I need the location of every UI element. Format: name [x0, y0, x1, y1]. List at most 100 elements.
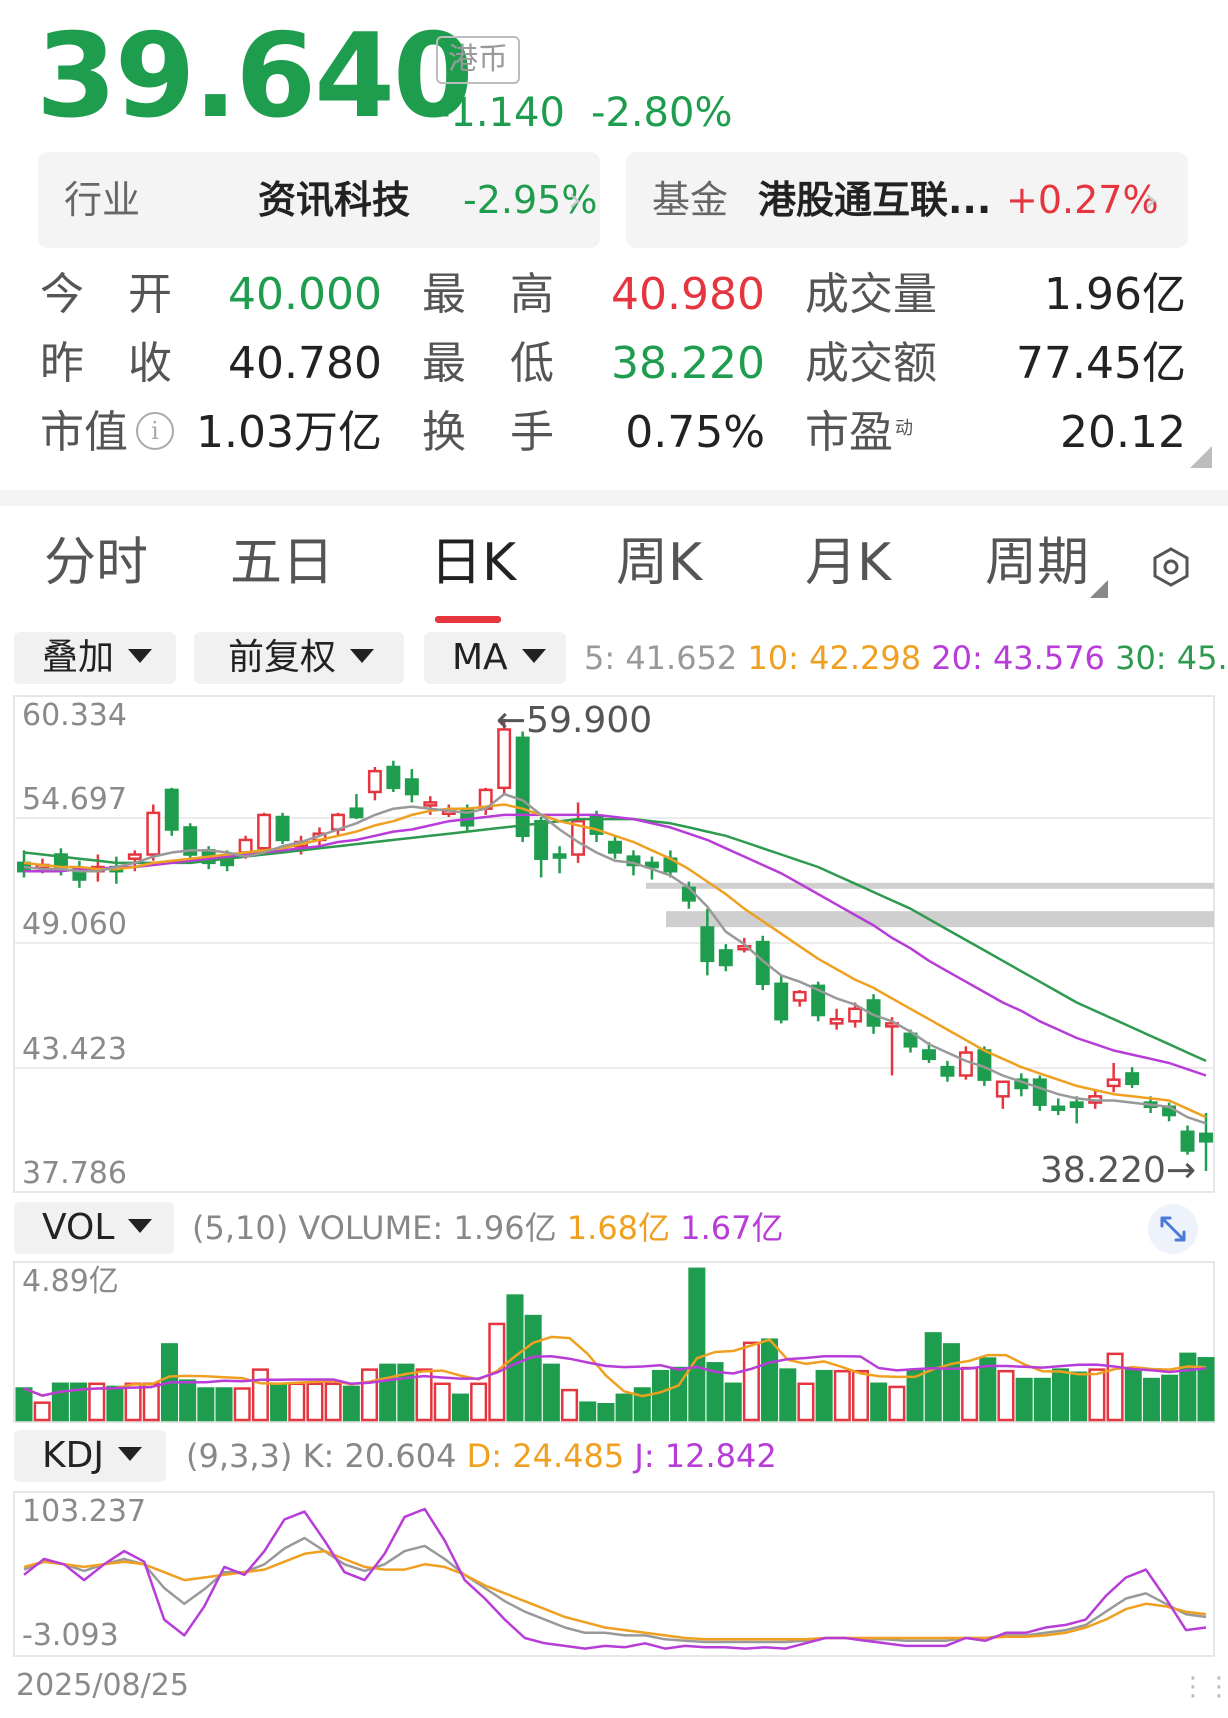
volume-bar	[561, 1388, 579, 1422]
kdj-dropdown[interactable]: KDJ	[14, 1430, 166, 1482]
candle-body	[404, 778, 419, 796]
volume-bar	[724, 1382, 742, 1422]
kdj-k-line	[23, 1536, 1207, 1644]
candle-body	[792, 990, 807, 1002]
volume-bar	[633, 1387, 651, 1422]
active-tab-indicator	[435, 616, 501, 623]
volume-bar	[233, 1387, 251, 1422]
volume-ma5-line	[23, 1335, 1207, 1398]
tab-weekly-k[interactable]: 周K	[616, 533, 703, 593]
candle-body	[257, 813, 272, 850]
caret-down-icon	[521, 649, 546, 663]
volume-bar	[761, 1338, 779, 1422]
tab-intraday[interactable]: 分时	[44, 533, 149, 593]
ma5-line	[23, 792, 1207, 1125]
candle-body	[183, 826, 198, 856]
info-icon[interactable]: i	[136, 412, 174, 450]
volume-bar	[615, 1393, 633, 1422]
kdj-label: KDJ	[42, 1435, 104, 1476]
vol-axis-top: 4.89亿	[22, 1264, 119, 1299]
vol-params: (5,10) VOLUME:	[192, 1209, 454, 1247]
vol-label: VOL	[42, 1207, 115, 1248]
handle-icon[interactable]: ⋮⋮	[1180, 1672, 1228, 1702]
industry-percent: -2.95%	[463, 178, 598, 222]
candle-body	[127, 853, 142, 860]
vol-dropdown[interactable]: VOL	[14, 1202, 174, 1254]
fullscreen-icon[interactable]	[1148, 1204, 1198, 1254]
candle-body	[497, 728, 512, 790]
chevron-right-icon: ›	[1144, 180, 1158, 220]
pe-sup: 动	[895, 418, 913, 439]
volume-bar	[342, 1385, 360, 1422]
volume-bar	[179, 1379, 197, 1422]
volume-bar	[779, 1368, 797, 1422]
settings-gear-icon[interactable]	[1151, 547, 1191, 587]
candle-body	[349, 807, 364, 819]
volume-bar	[797, 1382, 815, 1422]
tab-five-day[interactable]: 五日	[230, 533, 335, 593]
kdj-d: D: 24.485	[466, 1437, 625, 1475]
pe-value: 20.12	[1060, 407, 1186, 458]
candle-body	[589, 815, 604, 835]
fund-card[interactable]: 基金 港股通互联... +0.27% ›	[626, 152, 1188, 248]
candle-body	[238, 838, 253, 854]
expand-corner-icon[interactable]	[1190, 446, 1212, 468]
adjust-dropdown[interactable]: 前复权	[194, 632, 404, 684]
volume-bar	[542, 1363, 560, 1422]
candle-body	[608, 840, 622, 854]
vol-ma10: 1.67亿	[680, 1209, 784, 1247]
candle-body	[755, 940, 770, 986]
price-gap-band	[646, 882, 1214, 889]
candle-body	[1180, 1130, 1195, 1152]
volume-bar	[124, 1382, 142, 1422]
chevron-right-icon: ›	[568, 180, 582, 220]
caret-down-icon	[128, 1219, 153, 1233]
kdj-axis-bottom: -3.093	[22, 1618, 119, 1653]
volume-bar	[324, 1382, 342, 1422]
candle-body	[940, 1065, 955, 1077]
candle-body	[146, 811, 161, 856]
volume-bar	[106, 1385, 124, 1422]
kdj-d-line	[23, 1549, 1207, 1641]
candle-body	[700, 926, 715, 963]
volume-bar	[651, 1369, 669, 1422]
change-amount: -1.140	[436, 90, 565, 136]
volume-bar	[70, 1382, 88, 1422]
candle-body	[534, 819, 549, 860]
vol-legend: (5,10) VOLUME: 1.96亿 1.68亿 1.67亿	[192, 1202, 783, 1254]
change-percent: -2.80%	[590, 90, 733, 136]
volume-bar	[688, 1267, 706, 1422]
volume-bar	[979, 1357, 997, 1422]
candle-body	[515, 736, 530, 838]
low-label: 最 低	[422, 338, 554, 389]
min-price-mark: 38.220→	[1040, 1150, 1197, 1191]
volume-bar	[306, 1382, 324, 1422]
turnover-value: 77.45亿	[1016, 338, 1186, 389]
candle-body	[164, 788, 179, 831]
tab-period[interactable]: 周期	[985, 533, 1090, 593]
volume-bar	[197, 1387, 215, 1422]
volume-bar	[33, 1401, 51, 1422]
ma5-legend: 5: 41.652	[584, 639, 738, 677]
tab-daily-k[interactable]: 日K	[430, 533, 517, 593]
overlay-dropdown[interactable]: 叠加	[14, 632, 176, 684]
ma20-line	[24, 813, 1207, 1077]
volume-bar	[924, 1332, 942, 1422]
candle-body	[811, 984, 826, 1017]
volume-bar	[379, 1363, 397, 1422]
volume-label: 成交量	[805, 269, 937, 320]
fund-label: 基金	[652, 178, 729, 222]
indicator-dropdown[interactable]: MA	[424, 632, 566, 684]
candle-body	[903, 1032, 918, 1048]
volume-value: 1.96亿	[1044, 269, 1186, 320]
industry-card[interactable]: 行业 资讯科技 -2.95% ›	[38, 152, 600, 248]
candle-body	[386, 765, 401, 790]
indicator-label: MA	[452, 637, 508, 678]
kdj-axis-top: 103.237	[22, 1494, 147, 1529]
fund-percent: +0.27%	[1006, 178, 1159, 222]
tab-monthly-k[interactable]: 月K	[805, 533, 892, 593]
overlay-label: 叠加	[42, 637, 115, 678]
turnover-rate-label: 换 手	[422, 407, 554, 458]
volume-bar	[961, 1366, 979, 1422]
